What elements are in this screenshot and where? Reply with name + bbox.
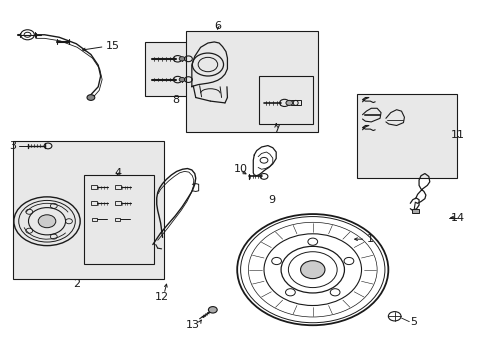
Bar xyxy=(92,218,97,221)
Text: 1: 1 xyxy=(366,234,373,244)
Text: 3: 3 xyxy=(9,141,17,151)
Bar xyxy=(144,42,229,96)
Bar xyxy=(185,31,317,132)
Bar xyxy=(13,140,163,279)
Text: 14: 14 xyxy=(450,213,464,222)
Bar xyxy=(356,94,456,178)
Bar xyxy=(83,175,154,264)
Text: 13: 13 xyxy=(186,320,200,330)
Circle shape xyxy=(179,57,184,61)
Text: 5: 5 xyxy=(409,317,416,327)
Bar xyxy=(115,218,120,221)
Circle shape xyxy=(285,100,292,105)
Text: 15: 15 xyxy=(105,41,119,50)
Circle shape xyxy=(38,215,56,228)
Bar xyxy=(91,201,97,206)
Circle shape xyxy=(87,95,95,100)
Text: 8: 8 xyxy=(172,95,180,105)
Text: 9: 9 xyxy=(267,195,274,205)
Circle shape xyxy=(179,77,184,82)
Text: 4: 4 xyxy=(114,168,121,178)
Text: 7: 7 xyxy=(272,124,279,134)
Bar xyxy=(259,76,312,125)
Text: 6: 6 xyxy=(214,21,221,31)
Text: 10: 10 xyxy=(233,164,247,174)
Bar xyxy=(115,201,121,206)
Bar xyxy=(115,185,121,189)
Circle shape xyxy=(208,307,217,313)
Circle shape xyxy=(300,261,325,279)
Text: 2: 2 xyxy=(73,279,80,289)
Bar xyxy=(91,185,97,189)
Text: 12: 12 xyxy=(154,292,168,302)
Text: 11: 11 xyxy=(450,130,464,140)
Bar xyxy=(290,100,300,105)
Bar xyxy=(411,210,418,213)
